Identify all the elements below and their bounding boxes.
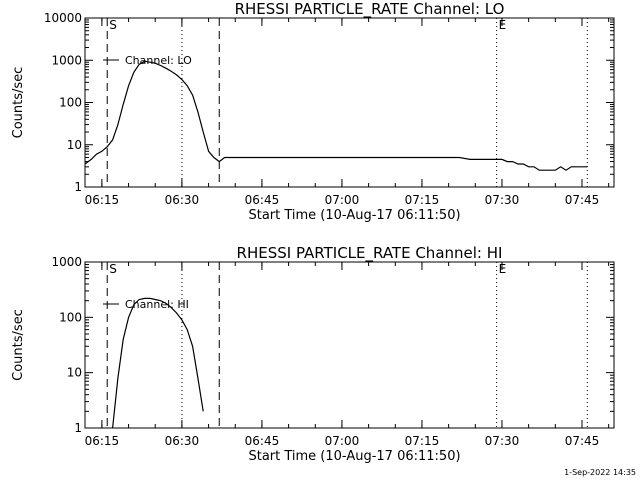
lo-y-axis-label: Counts/sec [11, 67, 26, 139]
hi-marker-label: S [109, 262, 117, 276]
lo-chart-title: RHESSI PARTICLE_RATE Channel: LO [235, 0, 505, 19]
hi-chart-title: RHESSI PARTICLE_RATE Channel: HI [237, 244, 503, 263]
hi-legend-label: Channel: HI [125, 298, 189, 311]
lo-x-tick-label: 06:15 [85, 193, 120, 207]
lo-data-series [84, 60, 588, 171]
hi-x-tick-label: 07:45 [565, 434, 600, 448]
lo-x-tick-label: 06:30 [165, 193, 200, 207]
lo-y-tick-label: 1000 [51, 53, 82, 67]
lo-x-axis-label: Start Time (10-Aug-17 06:11:50) [248, 208, 460, 223]
hi-x-tick-label: 07:30 [485, 434, 520, 448]
hi-marker-label: E [499, 262, 507, 276]
hi-x-tick-label: 06:30 [165, 434, 200, 448]
lo-y-tick-label: 1 [74, 180, 82, 194]
hi-x-axis-label: Start Time (10-Aug-17 06:11:50) [248, 449, 460, 464]
lo-y-tick-label: 100 [59, 96, 82, 110]
hi-x-tick-label: 06:15 [85, 434, 120, 448]
lo-x-tick-label: 06:45 [245, 193, 280, 207]
lo-marker-label: E [499, 18, 507, 32]
hi-plot-frame [84, 261, 615, 429]
lo-legend-label: Channel: LO [125, 54, 192, 67]
hi-x-tick-label: 07:00 [325, 434, 360, 448]
lo-plot-frame [84, 17, 615, 188]
hi-y-axis-label: Counts/sec [11, 309, 26, 381]
lo-y-tick-label: 10 [67, 138, 82, 152]
hi-x-tick-label: 07:15 [405, 434, 440, 448]
lo-x-tick-label: 07:00 [325, 193, 360, 207]
hi-y-tick-label: 100 [59, 310, 82, 324]
hi-y-tick-label: 10 [67, 366, 82, 380]
hi-x-tick-label: 06:45 [245, 434, 280, 448]
lo-x-tick-label: 07:45 [565, 193, 600, 207]
hi-y-tick-label: 1 [74, 421, 82, 435]
hi-y-tick-label: 1000 [51, 255, 82, 269]
lo-x-tick-label: 07:30 [485, 193, 520, 207]
hi-data-series [112, 297, 204, 429]
lo-marker-label: S [109, 18, 117, 32]
lo-y-tick-label: 10000 [44, 11, 82, 25]
date-stamp: 1-Sep-2022 14:35 [564, 468, 636, 477]
lo-x-tick-label: 07:15 [405, 193, 440, 207]
